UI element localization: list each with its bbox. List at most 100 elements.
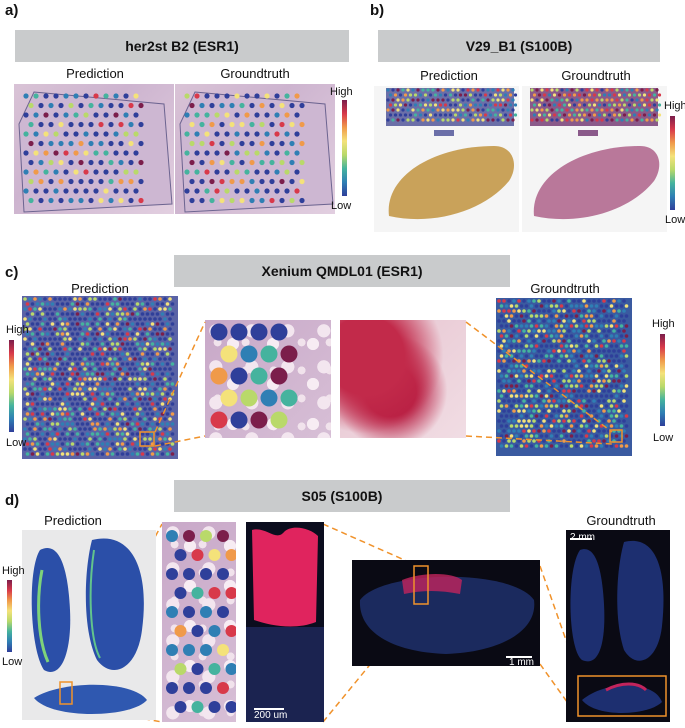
- spot: [120, 412, 125, 416]
- spot: [572, 439, 576, 443]
- spot: [527, 339, 531, 343]
- spot: [622, 379, 626, 383]
- spot: [514, 374, 519, 378]
- spot: [582, 419, 586, 423]
- spot: [555, 98, 559, 102]
- spot: [135, 402, 140, 406]
- spot: [118, 197, 124, 204]
- spot: [572, 389, 576, 393]
- spot: [511, 108, 515, 112]
- spot: [150, 352, 155, 356]
- spot: [401, 108, 405, 112]
- spot: [622, 93, 627, 97]
- spot: [564, 374, 569, 378]
- spot: [582, 409, 586, 413]
- spot: [80, 442, 85, 446]
- spot: [524, 324, 529, 328]
- spot: [522, 379, 526, 383]
- spot: [143, 317, 147, 321]
- spot: [503, 113, 508, 117]
- spot: [43, 188, 49, 194]
- colorbar-high-label-c-left: High: [6, 324, 29, 336]
- spot: [78, 387, 82, 391]
- spot: [68, 407, 72, 411]
- spot: [28, 297, 32, 301]
- spot: [110, 382, 115, 386]
- spot: [617, 309, 621, 313]
- spot: [33, 377, 37, 381]
- spot: [579, 434, 584, 438]
- spot: [577, 103, 582, 107]
- spot: [443, 93, 448, 97]
- panel-title-b: V29_B1 (S100B): [378, 30, 660, 62]
- spot: [624, 314, 629, 318]
- spot: [73, 307, 77, 311]
- spot: [183, 606, 195, 618]
- spot: [90, 432, 95, 436]
- spot: [85, 342, 90, 346]
- spot: [574, 384, 579, 388]
- spot: [23, 417, 27, 421]
- spot: [160, 322, 165, 326]
- spot: [602, 369, 606, 373]
- spot: [522, 409, 526, 413]
- spot: [471, 118, 475, 122]
- spot: [612, 359, 616, 363]
- spot: [610, 98, 614, 102]
- spot: [88, 197, 94, 204]
- spot: [95, 422, 100, 426]
- spot: [587, 369, 591, 373]
- spot: [564, 414, 569, 418]
- spot: [153, 397, 157, 401]
- spot: [572, 319, 576, 323]
- spot: [125, 392, 130, 396]
- spot: [530, 118, 534, 122]
- spot: [65, 442, 70, 446]
- spot: [552, 103, 557, 107]
- spot: [575, 88, 579, 92]
- spot: [594, 414, 599, 418]
- spot: [431, 98, 435, 102]
- spot: [239, 178, 245, 185]
- spot: [584, 344, 589, 348]
- spot: [100, 372, 105, 376]
- spot: [637, 93, 642, 97]
- spot: [160, 382, 165, 386]
- spot: [63, 317, 67, 321]
- spot: [559, 314, 564, 318]
- spot: [166, 606, 178, 618]
- spot: [506, 118, 510, 122]
- spot: [652, 103, 657, 107]
- spot: [577, 369, 581, 373]
- spot: [589, 304, 594, 308]
- spot: [110, 312, 115, 316]
- prediction-label-a: Prediction: [66, 66, 124, 81]
- tissue-image-prediction-a: [14, 84, 174, 214]
- spot: [145, 312, 150, 316]
- spot: [108, 357, 112, 361]
- spot: [65, 382, 70, 386]
- spot: [125, 412, 130, 416]
- spot: [38, 367, 42, 371]
- spot: [587, 349, 591, 353]
- spot: [70, 452, 75, 456]
- spot: [93, 417, 97, 421]
- spot: [461, 118, 465, 122]
- spot: [168, 317, 172, 321]
- spot: [574, 404, 579, 408]
- spot: [640, 88, 644, 92]
- spot: [269, 121, 275, 128]
- spot: [577, 379, 581, 383]
- spot: [514, 314, 519, 318]
- spot: [93, 93, 99, 99]
- spot: [35, 342, 40, 346]
- spot: [562, 369, 566, 373]
- spot: [63, 131, 69, 137]
- spot: [604, 304, 609, 308]
- spot: [110, 352, 115, 356]
- spot: [145, 452, 150, 456]
- spot: [68, 397, 72, 401]
- spot: [446, 98, 450, 102]
- spot: [577, 339, 581, 343]
- spot: [574, 364, 579, 368]
